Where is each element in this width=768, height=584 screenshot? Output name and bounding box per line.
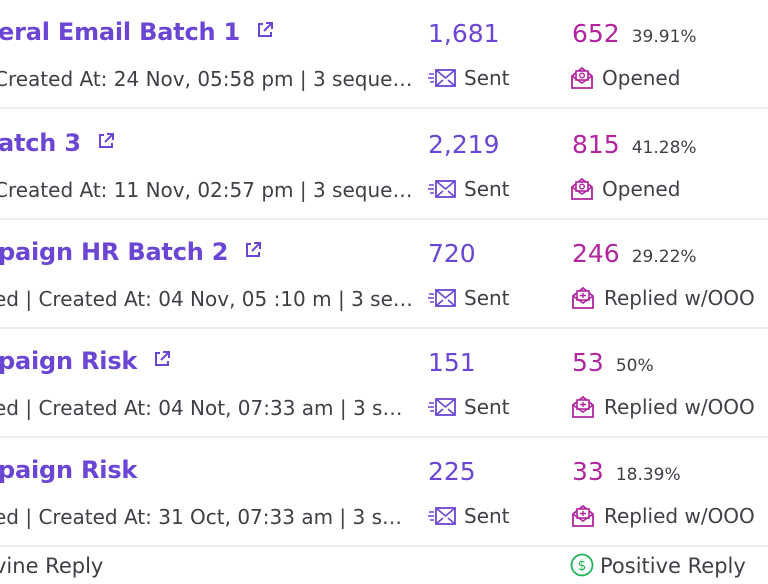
campaign-meta: ed | Created At: 04 Nov, 05 :10 m | 3 se… — [0, 287, 414, 311]
engagement-label: Replied w/OOO — [604, 286, 755, 310]
engagement-stat: Replied w/OOO — [570, 395, 755, 421]
sent-stat: Sent — [428, 286, 510, 310]
sent-label: Sent — [464, 395, 510, 419]
engagement-count: 53 50% — [572, 348, 654, 377]
engagement-count: 652 39.91% — [572, 19, 697, 48]
negative-reply-label[interactable]: vine Reply — [0, 554, 104, 578]
campaign-meta: Created At: 24 Nov, 05:58 pm | 3 sequenc… — [0, 67, 414, 91]
engagement-percent: 18.39% — [615, 465, 681, 485]
external-link-icon[interactable] — [153, 346, 171, 374]
campaign-meta: Created At: 11 Nov, 02:57 pm | 3 sequenc… — [0, 178, 414, 202]
external-link-icon[interactable] — [256, 17, 274, 45]
campaign-name[interactable]: paign HR Batch 2 — [0, 238, 229, 266]
engagement-label: Replied w/OOO — [604, 504, 755, 528]
sent-count: 2,219 — [428, 130, 500, 159]
engagement-number: 53 — [572, 348, 604, 377]
sent-label: Sent — [464, 177, 510, 201]
sent-label: Sent — [464, 66, 510, 90]
campaign-name-link[interactable]: paign Risk — [0, 347, 171, 376]
engagement-number: 33 — [572, 457, 604, 486]
sent-label: Sent — [464, 504, 510, 528]
sent-count: 720 — [428, 239, 476, 268]
sent-stat: Sent — [428, 395, 510, 419]
engagement-number: 815 — [572, 130, 620, 159]
reply-filter-bar: vine Reply $ Positive Reply — [0, 548, 768, 584]
svg-text:$: $ — [578, 558, 587, 574]
send-envelope-icon — [428, 179, 456, 198]
campaign-name-link[interactable]: paign HR Batch 2 — [0, 238, 262, 267]
campaign-row[interactable]: paign Risk ed | Created At: 31 Oct, 07:3… — [0, 438, 768, 547]
campaign-name-link[interactable]: eral Email Batch 1 — [0, 18, 274, 47]
engagement-percent: 50% — [615, 356, 654, 376]
sent-count: 225 — [428, 457, 476, 486]
engagement-label: Replied w/OOO — [604, 395, 755, 419]
sent-count: 151 — [428, 348, 476, 377]
campaign-meta: ed | Created At: 04 Not, 07:33 am | 3 se… — [0, 396, 414, 420]
engagement-percent: 29.22% — [631, 247, 697, 267]
sent-stat: Sent — [428, 66, 510, 90]
campaign-row[interactable]: paign HR Batch 2 ed | Created At: 04 Nov… — [0, 220, 768, 329]
positive-reply-filter[interactable]: $ Positive Reply — [570, 553, 746, 579]
campaign-name[interactable]: atch 3 — [0, 129, 81, 157]
dollar-circle-icon: $ — [570, 553, 594, 577]
campaign-row[interactable]: paign Risk ed | Created At: 04 Not, 07:3… — [0, 329, 768, 438]
send-envelope-icon — [428, 288, 456, 307]
campaign-name-link[interactable]: paign Risk — [0, 456, 137, 484]
sent-label: Sent — [464, 286, 510, 310]
opened-envelope-icon — [571, 177, 593, 200]
campaign-row[interactable]: eral Email Batch 1 Created At: 24 Nov, 0… — [0, 0, 768, 109]
sent-stat: Sent — [428, 177, 510, 201]
engagement-stat: Opened — [570, 177, 680, 203]
sent-count: 1,681 — [428, 19, 500, 48]
campaign-name-link[interactable]: atch 3 — [0, 129, 115, 158]
engagement-percent: 39.91% — [631, 27, 697, 47]
engagement-count: 815 41.28% — [572, 130, 697, 159]
engagement-stat: Replied w/OOO — [570, 504, 755, 530]
campaign-name[interactable]: eral Email Batch 1 — [0, 18, 241, 46]
send-envelope-icon — [428, 68, 456, 87]
opened-envelope-icon — [571, 66, 593, 89]
send-envelope-icon — [428, 506, 456, 525]
campaign-meta: ed | Created At: 31 Oct, 07:33 am | 3 se… — [0, 505, 414, 529]
replied-envelope-icon — [572, 286, 594, 309]
engagement-count: 246 29.22% — [572, 239, 697, 268]
campaign-name[interactable]: paign Risk — [0, 456, 138, 484]
external-link-icon[interactable] — [244, 237, 262, 265]
replied-envelope-icon — [572, 395, 594, 418]
engagement-number: 246 — [572, 239, 620, 268]
engagement-count: 33 18.39% — [572, 457, 681, 486]
engagement-stat: Replied w/OOO — [570, 286, 755, 312]
engagement-stat: Opened — [570, 66, 680, 92]
send-envelope-icon — [428, 397, 456, 416]
sent-stat: Sent — [428, 504, 510, 528]
external-link-icon[interactable] — [97, 128, 115, 156]
engagement-label: Opened — [602, 177, 681, 201]
engagement-percent: 41.28% — [631, 138, 697, 158]
engagement-label: Opened — [602, 66, 681, 90]
campaign-row[interactable]: atch 3 Created At: 11 Nov, 02:57 pm | 3 … — [0, 111, 768, 220]
positive-reply-label: Positive Reply — [600, 554, 746, 578]
replied-envelope-icon — [572, 504, 594, 527]
campaign-name[interactable]: paign Risk — [0, 347, 138, 375]
engagement-number: 652 — [572, 19, 620, 48]
